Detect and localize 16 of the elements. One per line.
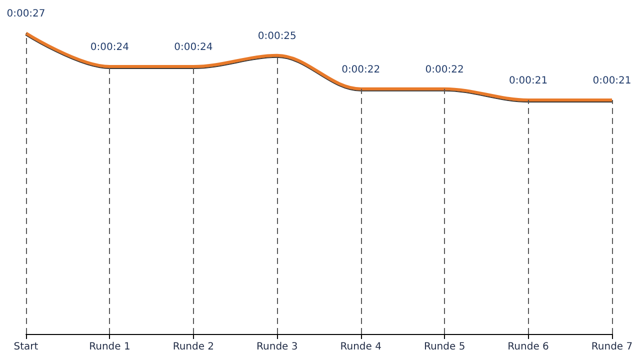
data-label: 0:00:22 (342, 64, 380, 76)
data-label: 0:00:21 (509, 75, 548, 86)
x-tick-label: Runde 7 (591, 342, 633, 352)
x-tick-label: Start (14, 342, 38, 352)
data-label: 0:00:24 (90, 42, 129, 54)
data-label: 0:00:24 (174, 42, 213, 54)
data-label: 0:00:22 (425, 64, 464, 76)
x-tick-label: Runde 3 (256, 342, 298, 352)
data-label: 0:00:21 (592, 75, 632, 86)
x-tick-label: Runde 2 (172, 342, 214, 352)
x-tick-label: Runde 4 (340, 342, 382, 352)
x-tick-label: Runde 6 (508, 342, 549, 352)
data-label: 0:00:27 (6, 8, 46, 20)
x-tick-label: Runde 5 (424, 342, 466, 352)
x-tick-label: Runde 1 (89, 342, 130, 352)
data-label: 0:00:25 (258, 30, 296, 42)
